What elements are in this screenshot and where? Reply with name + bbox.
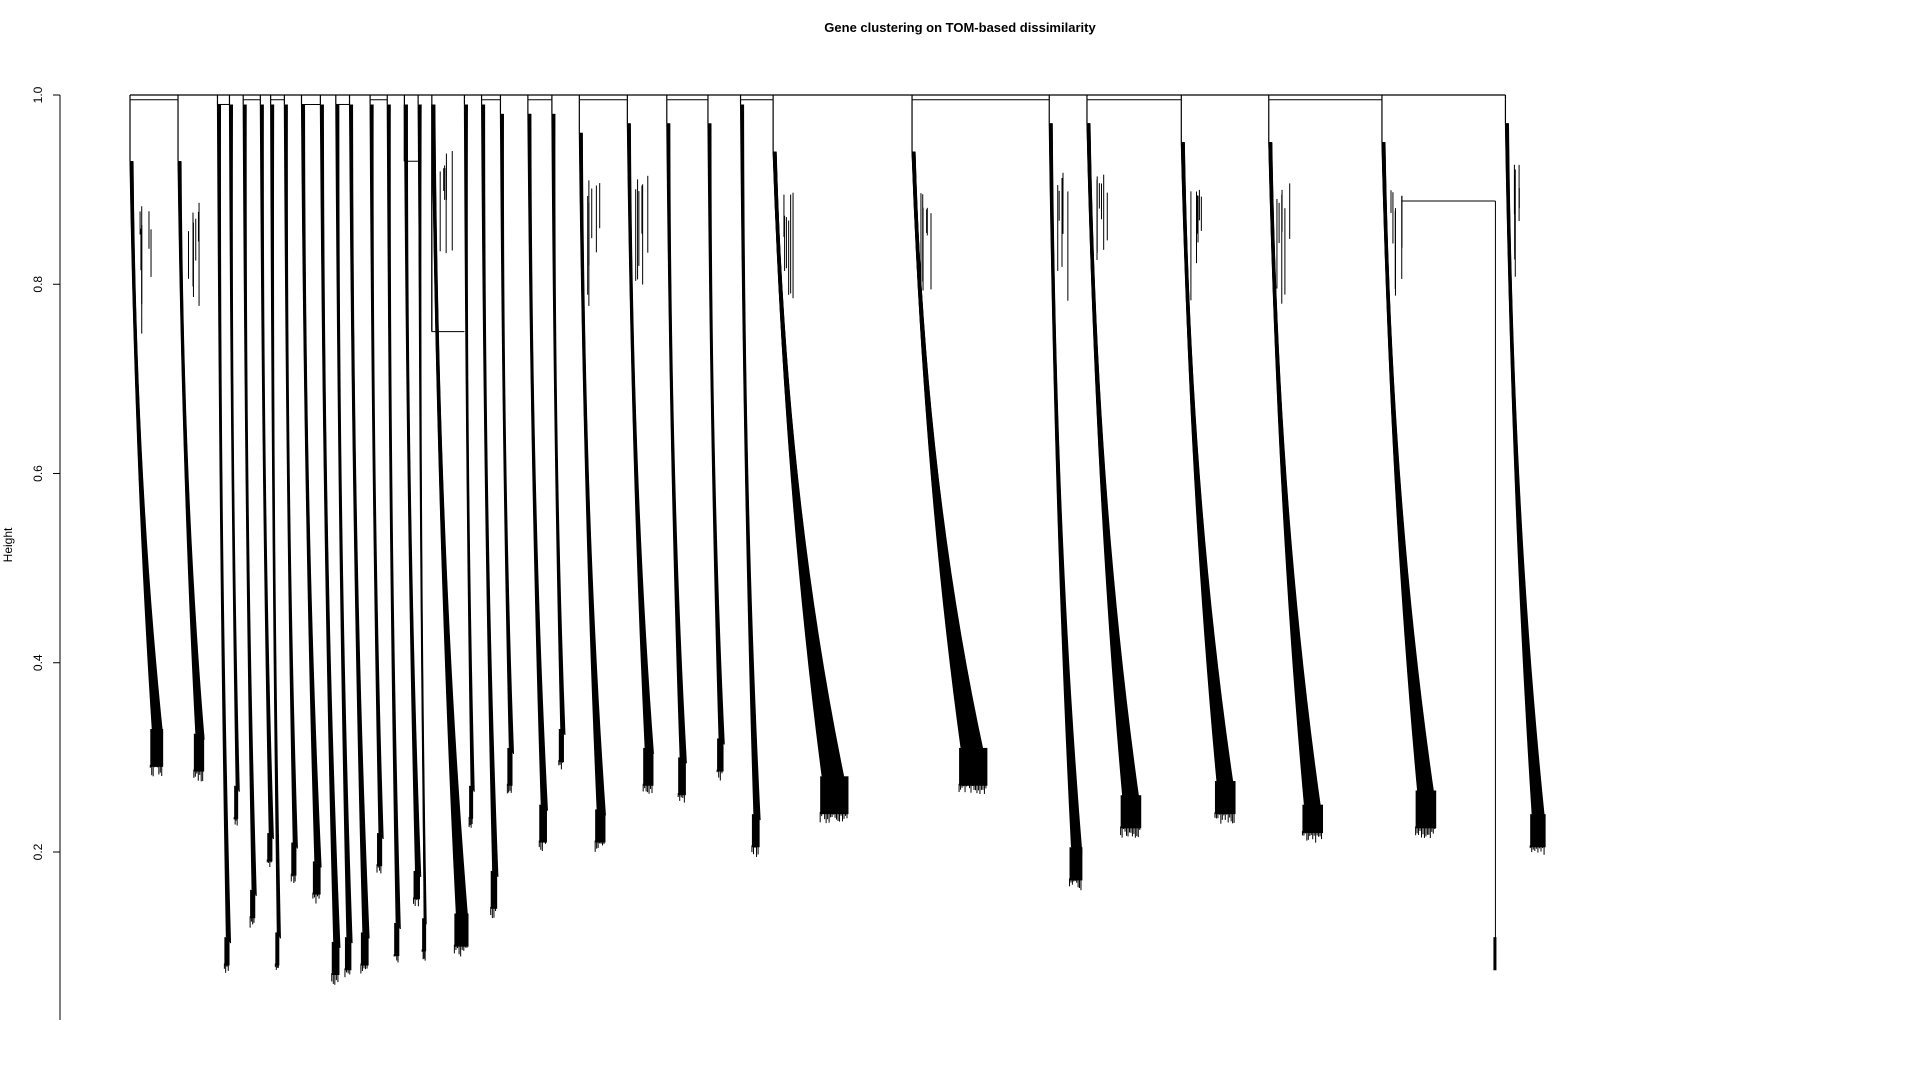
y-tick-label: 0.4 <box>31 654 45 671</box>
y-axis-label: Height <box>1 527 15 562</box>
cluster-branch <box>741 100 761 857</box>
cluster-branch <box>432 104 469 956</box>
cluster-branch <box>708 100 724 781</box>
cluster-branch <box>500 100 513 794</box>
cluster-branch <box>579 100 605 852</box>
cluster-branch <box>1087 100 1141 838</box>
cluster-branch <box>178 100 204 782</box>
y-tick-label: 0.8 <box>31 276 45 293</box>
cluster-branch <box>912 100 987 794</box>
y-tick-label: 1.0 <box>31 86 45 103</box>
cluster-branch <box>370 100 383 874</box>
cluster-branch <box>284 100 297 883</box>
cluster-branch <box>229 104 239 825</box>
cluster-branch <box>350 100 370 974</box>
y-tick-label: 0.6 <box>31 465 45 482</box>
cluster-branch <box>130 100 163 777</box>
cluster-branch <box>773 100 848 823</box>
cluster-branch <box>627 100 653 794</box>
cluster-branch <box>217 100 230 973</box>
cluster-branch <box>482 100 498 918</box>
cluster-branch <box>336 104 352 977</box>
cluster-branch <box>1269 100 1323 843</box>
y-tick-label: 0.2 <box>31 843 45 860</box>
cluster-branch <box>552 100 565 770</box>
cluster-branch <box>1505 100 1545 855</box>
cluster-branch <box>667 100 687 803</box>
cluster-branch <box>464 100 474 828</box>
cluster-branch <box>387 100 400 963</box>
cluster-branch <box>243 100 256 928</box>
y-axis: 0.2 0.4 0.6 0.8 1.0 <box>31 86 60 1020</box>
cluster-branch <box>302 104 322 903</box>
cluster-branch <box>1049 100 1082 891</box>
cluster-branch <box>404 104 420 906</box>
cluster-branch <box>528 100 548 851</box>
dendrogram-branches <box>130 95 1546 985</box>
cluster-branch <box>1181 100 1235 824</box>
cluster-branch <box>1382 100 1436 838</box>
